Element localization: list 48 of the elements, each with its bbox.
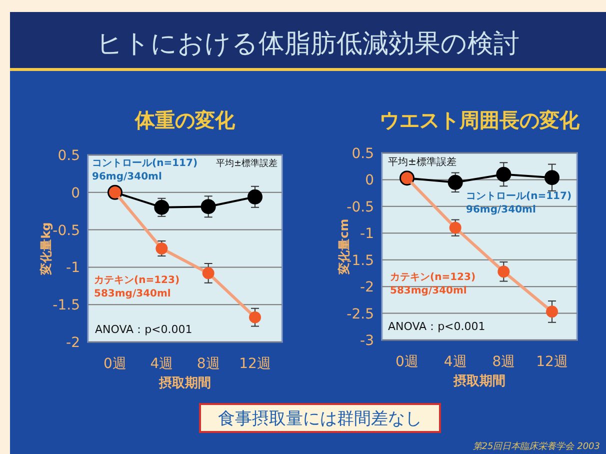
point <box>202 267 214 280</box>
y-tick-label: -2 <box>360 280 374 296</box>
y-tick-label: -0.5 <box>52 222 80 239</box>
point <box>544 170 560 186</box>
y-tick-label: 0.5 <box>58 148 80 164</box>
annotation: ANOVA：p<0.001 <box>95 323 192 336</box>
point <box>498 266 510 278</box>
x-tick-label: 0週 <box>104 356 126 372</box>
x-tick-label: 4週 <box>444 354 467 370</box>
series-label: コントロール(n=117) 96mg/340ml <box>466 191 572 216</box>
x-tick-label: 12週 <box>239 356 271 372</box>
y-tick-label: -3 <box>360 333 374 349</box>
x-tick-label: 8週 <box>196 356 220 372</box>
point <box>449 222 462 234</box>
point <box>448 174 463 190</box>
point <box>200 199 216 214</box>
y-axis-title: 変化量kg <box>39 222 53 276</box>
x-axis-title: 摂取期間 <box>158 376 211 391</box>
y-tick-label: -1 <box>360 226 374 242</box>
point <box>496 166 512 182</box>
chart-title: 体重の変化 <box>134 108 236 132</box>
y-tick-label: 0 <box>71 185 80 202</box>
annotation: 平均±標準誤差 <box>216 158 278 169</box>
annotation: ANOVA：p<0.001 <box>388 320 486 333</box>
point <box>546 306 558 318</box>
y-tick-label: -1.5 <box>52 298 80 314</box>
y-tick-label: -2.5 <box>346 306 374 322</box>
x-tick-label: 4週 <box>150 356 174 372</box>
x-tick-label: 12週 <box>536 354 568 370</box>
y-tick-label: -1 <box>66 260 80 276</box>
y-tick-label: -0.5 <box>346 199 374 216</box>
text: 第25回日本臨床栄養学会 2003 <box>472 441 600 452</box>
y-tick-label: 0 <box>365 172 374 189</box>
x-tick-label: 0週 <box>396 354 418 370</box>
chart-title: ウエスト周囲長の変化 <box>380 108 580 132</box>
point <box>248 189 262 204</box>
text: 食事摂取量には群間差なし <box>218 409 422 429</box>
x-tick-label: 8週 <box>492 354 516 370</box>
series-label: コントロール(n=117) 96mg/340ml <box>92 158 198 182</box>
series-label: カテキン(n=123) 583mg/340ml <box>94 275 180 300</box>
point <box>154 200 170 215</box>
x-axis-title: 摂取期間 <box>452 374 506 389</box>
series-label: カテキン(n=123) 583mg/340ml <box>390 272 476 296</box>
point <box>249 311 261 324</box>
text: ヒトにおける体脂肪低減効果の検討 <box>96 29 520 59</box>
y-tick-label: -2 <box>66 335 80 351</box>
annotation: 平均±標準誤差 <box>388 156 456 168</box>
y-tick-label: 0.5 <box>352 146 374 162</box>
